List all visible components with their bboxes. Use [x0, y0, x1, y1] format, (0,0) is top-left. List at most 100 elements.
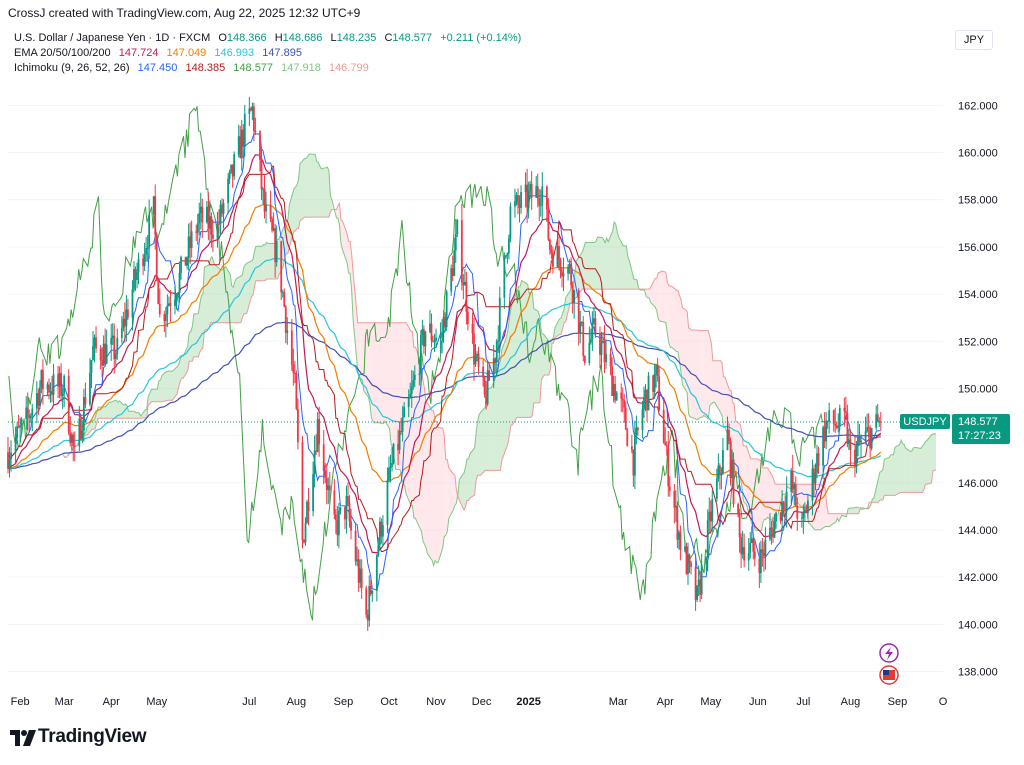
x-tick-label: O: [939, 696, 948, 708]
kumo-segment: [565, 290, 571, 322]
kumo-segment: [731, 390, 733, 455]
candle-body: [864, 431, 867, 441]
kumo-segment: [145, 409, 147, 418]
candle-body: [741, 547, 744, 555]
candle-body: [175, 297, 178, 300]
kumo-segment: [911, 447, 914, 493]
candle-body: [646, 389, 648, 411]
kumo-segment: [767, 467, 773, 521]
kumo-segment: [659, 270, 662, 322]
candle-body: [611, 366, 614, 396]
candle-body: [398, 430, 401, 451]
candle-body: [419, 334, 422, 374]
kumo-segment: [597, 237, 603, 290]
ohlc-open: 148.366: [226, 32, 267, 44]
candle-body: [99, 348, 102, 360]
kumo-segment: [655, 278, 657, 311]
candle-body: [858, 437, 861, 443]
candle-body: [655, 365, 658, 374]
kumo-segment: [212, 256, 214, 323]
candle-body: [813, 468, 815, 484]
candle-body: [758, 558, 761, 574]
kumo-segment: [293, 187, 296, 231]
kumo-segment: [778, 484, 783, 515]
kumo-segment: [881, 469, 883, 500]
candle-body: [410, 386, 413, 394]
kumo-segment: [512, 292, 518, 425]
kumo-segment: [744, 445, 747, 505]
candle-body: [867, 427, 870, 429]
kumo-segment: [172, 366, 178, 401]
kumo-segment: [231, 285, 234, 323]
kumo-segment: [265, 242, 267, 281]
candle-body: [371, 590, 374, 594]
candle-body: [473, 333, 475, 365]
candle-body: [391, 462, 393, 467]
time-axis: Feb Mar Apr May Jul Aug Sep Oct Nov Dec 2025 Mar Apr…: [11, 696, 948, 708]
candle-body: [216, 223, 219, 239]
candle-body: [700, 564, 703, 595]
candle-body: [113, 335, 116, 360]
candle-body: [699, 579, 702, 595]
kumo-segment: [426, 403, 428, 554]
ohlc-high-label: H: [274, 32, 283, 44]
x-tick-label: Sep: [888, 696, 908, 708]
kumo-segment: [899, 440, 902, 493]
candle-body: [811, 468, 814, 501]
currency-button[interactable]: JPY: [955, 30, 993, 50]
candle-body: [750, 538, 753, 544]
candle-body: [248, 108, 251, 114]
kumo-segment: [602, 237, 604, 290]
candle-body: [207, 206, 210, 229]
x-tick-label: Jul: [796, 696, 810, 708]
kumo-segment: [910, 451, 912, 493]
kumo-segment: [782, 484, 785, 495]
candle-body: [134, 269, 137, 281]
candle-body: [433, 340, 436, 342]
candle-body: [526, 184, 529, 208]
candle-body: [770, 527, 773, 529]
kumo-segment: [585, 242, 587, 290]
candle-body: [690, 562, 692, 567]
candle-body: [201, 206, 204, 223]
kumo-segment: [498, 361, 501, 471]
candle-body: [444, 317, 447, 328]
candle-body: [92, 346, 94, 361]
kumo-segment: [392, 322, 395, 458]
kumo-segment: [913, 447, 915, 493]
kumo-segment: [799, 484, 804, 509]
kumo-segment: [404, 322, 407, 495]
kumo-segment: [661, 270, 666, 323]
candle-body: [269, 204, 272, 220]
ohlc-close: 148.577: [392, 32, 433, 44]
candle-body: [717, 465, 720, 479]
candle-body: [169, 303, 172, 306]
kumo-segment: [198, 303, 200, 357]
candle-body: [114, 354, 117, 360]
candle-body: [142, 258, 144, 267]
kumo-segment: [697, 330, 700, 420]
candle-body: [295, 373, 298, 410]
candle-body: [784, 510, 787, 512]
kumo-segment: [459, 473, 464, 511]
candle-body: [708, 511, 711, 521]
candle-body: [591, 322, 594, 340]
candle-body: [747, 553, 750, 561]
kumo-segment: [829, 513, 832, 527]
candle-body: [567, 266, 569, 274]
candle-body: [641, 409, 644, 430]
candle-body: [580, 322, 583, 324]
kumo-segment: [158, 380, 161, 402]
kumo-segment: [819, 484, 821, 530]
candle-body: [791, 471, 794, 490]
candle-body: [878, 421, 881, 423]
candle-body: [445, 291, 448, 328]
kumo-segment: [895, 444, 900, 496]
candle-body: [42, 370, 44, 390]
candle-body: [582, 322, 585, 356]
candle-body: [190, 231, 193, 248]
tradingview-logo-text: TradingView: [38, 726, 147, 747]
kumo-segment: [603, 239, 606, 290]
ichimoku-cloud: [63, 154, 937, 566]
